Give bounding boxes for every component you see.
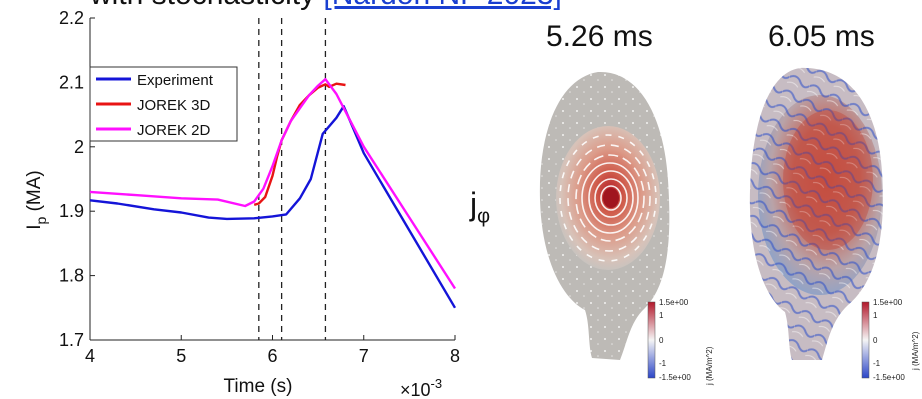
svg-text:-1: -1 (873, 359, 881, 368)
svg-text:1: 1 (873, 311, 878, 320)
x-tick-label: 8 (450, 346, 460, 366)
x-tick-label: 7 (359, 346, 369, 366)
snapshot-title-1: 5.26 ms (546, 20, 653, 53)
x-axis-multiplier: ×10-3 (400, 376, 442, 399)
svg-text:-1.5e+00: -1.5e+00 (659, 373, 691, 382)
current-vs-time-chart: 4 5 6 7 8 1.7 1.8 1.9 2 2.1 2.2 Time (s) ×10-3 Ip … (24, 8, 460, 399)
x-tick-label: 6 (267, 346, 277, 366)
legend: Experiment JOREK 3D JOREK 2D (89, 66, 238, 142)
colorbar-2: 1.5e+00 1 0 -1 -1.5e+00 j (MA/m^2) (861, 298, 920, 382)
y-tick-label: 1.7 (59, 330, 84, 350)
svg-text:1.5e+00: 1.5e+00 (659, 298, 689, 307)
svg-text:-1: -1 (659, 359, 667, 368)
snapshot-panel-1 (539, 71, 670, 361)
snapshot-panel-2 (749, 67, 883, 360)
series-line-jorek-3d (253, 82, 346, 206)
svg-text:-1.5e+00: -1.5e+00 (873, 373, 905, 382)
series-layer (89, 78, 457, 309)
citation-link[interactable]: [Nardon NF 2023] (323, 0, 561, 11)
y-tick-label: 2.2 (59, 8, 84, 28)
field-label: jφ (470, 186, 491, 228)
svg-text:j (MA/m^2): j (MA/m^2) (705, 346, 714, 386)
y-tick-label: 1.9 (59, 201, 84, 221)
legend-label-jorek-3d: JOREK 3D (137, 97, 211, 114)
colorbar-1: 1.5e+00 1 0 -1 -1.5e+00 j (MA/m^2) (647, 298, 714, 386)
svg-text:1: 1 (659, 311, 664, 320)
y-tick-label: 2 (74, 137, 84, 157)
disruption-markers (258, 18, 327, 340)
x-tick-label: 4 (85, 346, 95, 366)
x-tick-label: 5 (176, 346, 186, 366)
series-line-jorek-2d (89, 78, 457, 290)
legend-label-jorek-2d: JOREK 2D (137, 122, 211, 139)
svg-text:0: 0 (659, 336, 664, 345)
legend-label-experiment: Experiment (137, 72, 214, 89)
svg-text:j (MA/m^2): j (MA/m^2) (911, 331, 920, 371)
y-tick-label: 2.1 (59, 72, 84, 92)
snapshot-title-2: 6.05 ms (768, 20, 875, 53)
slide-header: with stochasticity [Nardon NF 2023] (90, 0, 562, 12)
x-axis-label: Time (s) (224, 376, 293, 397)
y-axis-label: Ip (MA) (24, 170, 49, 230)
y-tick-label: 1.8 (59, 266, 84, 286)
header-text: with stochasticity (90, 0, 323, 11)
svg-text:1.5e+00: 1.5e+00 (873, 298, 903, 307)
svg-text:0: 0 (873, 336, 878, 345)
tick-labels: 4 5 6 7 8 1.7 1.8 1.9 2 2.1 2.2 (59, 8, 460, 366)
